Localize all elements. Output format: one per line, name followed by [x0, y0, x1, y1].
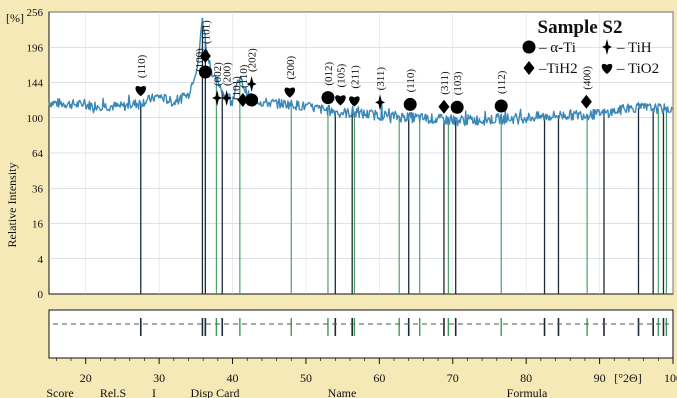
x-tick-label: 80	[520, 371, 532, 385]
y-axis: 0 4 16 36 64 100 144 196 256	[27, 7, 44, 301]
y-unit-label: [%]	[6, 11, 24, 25]
tih2-marker	[237, 93, 249, 107]
x-tick-label: 60	[373, 371, 385, 385]
legend-label: – TiO2	[616, 61, 659, 77]
tih2-marker	[199, 49, 211, 63]
footer-columns: Score Rel.S I Disp Card Name Formula	[46, 386, 548, 398]
reference-lines	[53, 18, 669, 336]
peak-label: (105)	[335, 63, 347, 87]
peak-label: (101)	[231, 76, 243, 100]
alpha-ti-marker	[403, 97, 417, 111]
alpha-ti-marker	[494, 99, 508, 113]
alpha-ti-marker	[198, 65, 212, 79]
x-tick-label: 50	[300, 371, 312, 385]
y-tick-label: 4	[38, 254, 44, 266]
y-tick-label: 16	[32, 219, 44, 231]
x-tick-label: 70	[447, 371, 459, 385]
footer-column-label: Rel.S	[100, 386, 126, 398]
peak-label: (110)	[136, 54, 148, 78]
reference-strip-frame	[48, 309, 674, 359]
tih-marker	[221, 90, 232, 106]
tio2-marker	[284, 87, 296, 98]
tih2-marker	[438, 99, 450, 114]
y-tick-label: 0	[38, 289, 44, 301]
peak-label: (002)	[212, 62, 224, 86]
peak-label: (311)	[439, 71, 451, 95]
footer-column-label: Disp Card	[191, 386, 240, 398]
peak-label: (311)	[375, 67, 387, 91]
tio2-marker	[349, 96, 360, 107]
y-tick-label: 36	[32, 183, 44, 195]
peak-label: (211)	[349, 65, 361, 89]
x-tick-label: 20	[80, 371, 92, 385]
footer-column-label: Formula	[507, 386, 548, 398]
tio2-marker	[601, 63, 613, 74]
footer-column-label: I	[152, 386, 156, 398]
peak-label: (012)	[323, 61, 335, 85]
pattern-line	[48, 17, 674, 127]
peak-label: (400)	[581, 66, 593, 90]
x-unit-label: [°2Θ]	[614, 371, 641, 385]
footer-column-label: Name	[328, 386, 357, 398]
tih2-marker	[580, 94, 592, 109]
x-axis: 20 30 40 50 60 70 80 90 100	[55, 358, 677, 385]
peak-label: (112)	[496, 70, 508, 94]
peak-label: (103)	[452, 71, 464, 95]
tio2-marker	[135, 85, 147, 97]
x-tick-label: 30	[153, 371, 165, 385]
xrd-pattern	[48, 17, 674, 127]
peak-label: (110)	[405, 69, 417, 93]
legend-label: –TiH2	[538, 61, 578, 77]
tih-marker	[602, 39, 612, 55]
y-tick-label: 100	[27, 113, 44, 125]
alpha-ti-marker	[321, 91, 335, 105]
y-tick-label: 144	[27, 78, 44, 90]
grid	[49, 11, 674, 294]
chart-title: Sample S2	[538, 17, 623, 38]
tih2-marker	[523, 61, 535, 75]
y-axis-label: Relative Intensity	[5, 163, 19, 248]
tih-marker	[375, 94, 386, 111]
peak-label: (110)	[238, 64, 250, 88]
y-tick-label: 196	[27, 42, 44, 54]
y-tick-label: 256	[27, 7, 44, 19]
alpha-ti-marker	[450, 100, 464, 114]
peak-label: (200)	[285, 55, 297, 79]
peak-label: (202)	[247, 48, 259, 72]
alpha-ti-marker	[522, 40, 536, 54]
y-tick-label: 64	[32, 148, 44, 160]
alpha-ti-marker	[245, 93, 259, 107]
legend-label: – α-Ti	[538, 40, 576, 56]
tih-marker	[246, 76, 257, 92]
legend: Sample S2 – α-Ti – TiH –TiH2 – TiO2	[522, 17, 659, 77]
peak-annotations: (110) (100)(101)(002)(200)(101)(110)(202)…	[135, 20, 593, 114]
peak-label: (101)	[200, 20, 212, 44]
x-tick-label: 90	[594, 371, 606, 385]
x-tick-label: 40	[227, 371, 239, 385]
footer-column-label: Score	[46, 386, 73, 398]
x-tick-label: 100	[664, 371, 677, 385]
tih-marker	[212, 90, 223, 106]
legend-label: – TiH	[616, 40, 652, 56]
tio2-marker	[335, 95, 346, 106]
peak-label: (200)	[222, 62, 234, 86]
